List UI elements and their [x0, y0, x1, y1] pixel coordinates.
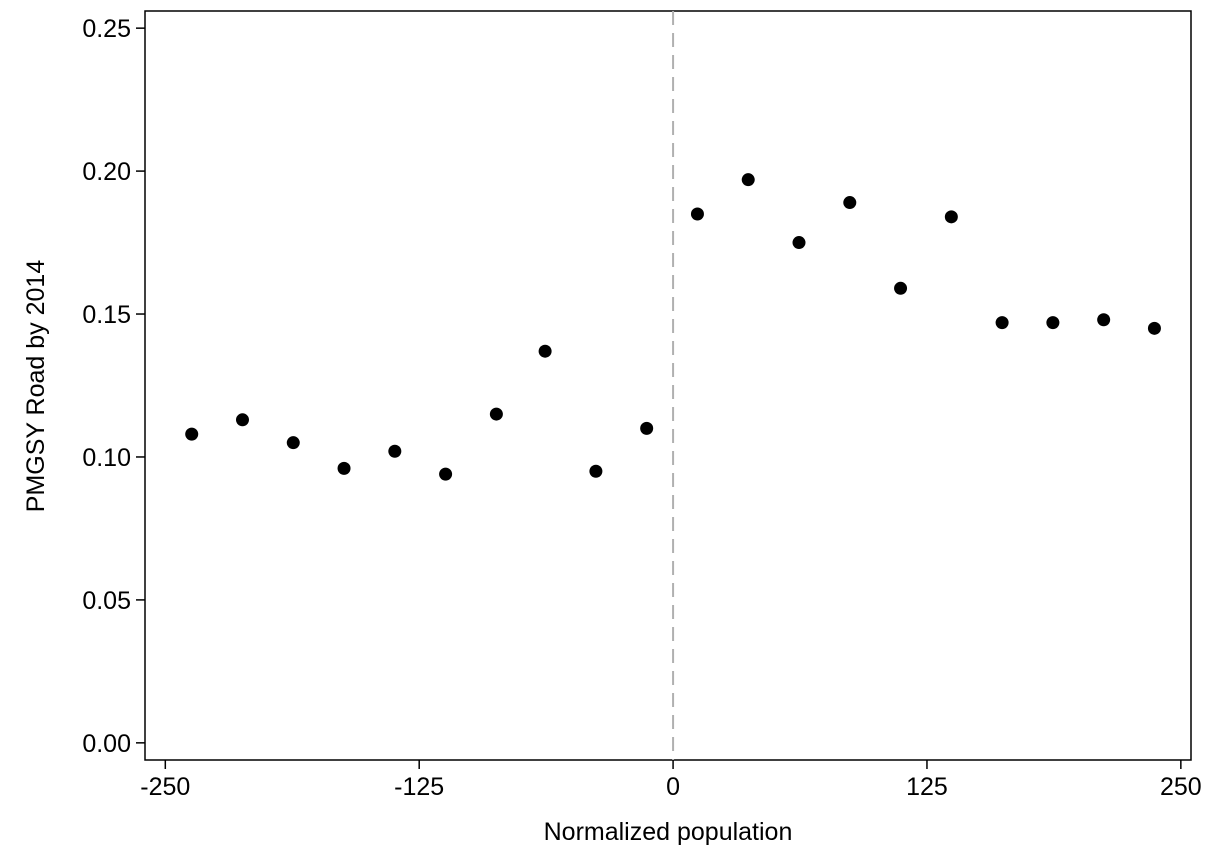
data-point — [235, 413, 249, 427]
y-tick-label: 0.00 — [82, 730, 131, 758]
data-point — [538, 344, 552, 358]
data-point — [995, 316, 1009, 330]
data-point — [894, 281, 908, 295]
x-axis-title: Normalized population — [544, 818, 793, 846]
data-point — [690, 207, 704, 221]
data-point — [1097, 313, 1111, 327]
x-tick-label: 250 — [1160, 773, 1202, 801]
data-point — [741, 173, 755, 187]
plot-frame — [144, 10, 1192, 761]
y-tick-label: 0.15 — [82, 301, 131, 329]
y-axis: 0.00 0.05 0.10 0.15 0.20 0.25 — [82, 15, 145, 758]
data-point — [337, 461, 351, 475]
data-points — [185, 173, 1161, 481]
data-point — [439, 467, 453, 481]
y-tick-label: 0.25 — [82, 15, 131, 43]
data-point — [1046, 316, 1060, 330]
x-tick-label: 125 — [906, 773, 948, 801]
y-axis-title: PMGSY Road by 2014 — [22, 260, 50, 513]
x-tick-label: -250 — [140, 773, 190, 801]
y-tick-label: 0.20 — [82, 158, 131, 186]
data-point — [286, 436, 300, 450]
x-tick-label: -125 — [394, 773, 444, 801]
data-point — [1147, 321, 1161, 335]
data-point — [489, 407, 503, 421]
data-point — [388, 444, 402, 458]
y-tick-label: 0.10 — [82, 444, 131, 472]
data-point — [589, 464, 603, 478]
data-point — [792, 236, 806, 250]
x-tick-label: 0 — [666, 773, 680, 801]
data-point — [944, 210, 958, 224]
data-point — [843, 196, 857, 210]
data-point — [640, 421, 654, 435]
x-axis: -250 -125 0 125 250 — [140, 760, 1202, 801]
data-point — [185, 427, 199, 441]
y-tick-label: 0.05 — [82, 587, 131, 615]
